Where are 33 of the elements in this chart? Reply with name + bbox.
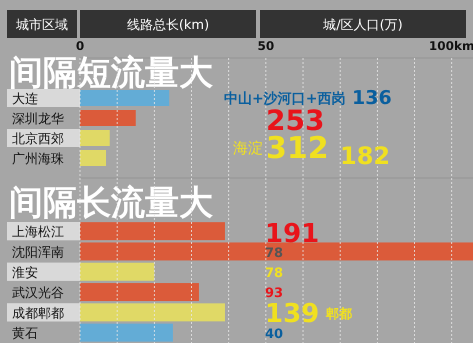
y-tick-label: 黄石 <box>12 326 38 342</box>
x-tick-label: 0 <box>76 39 84 53</box>
chart-title: 间隔短流量大 <box>9 53 213 93</box>
chart-title: 间隔长流量大 <box>9 183 213 223</box>
bar <box>80 150 106 166</box>
annotation: 93 <box>265 286 284 301</box>
y-tick-label: 上海松江 <box>12 225 64 240</box>
y-tick-label: 成都郫都 <box>12 306 64 322</box>
bar <box>80 110 136 126</box>
annotation: 78 <box>265 246 284 261</box>
y-tick-label: 广州海珠 <box>12 152 64 167</box>
y-axis-title: 城市区域 <box>15 18 68 33</box>
bar <box>80 283 199 302</box>
annotation: 海淀 <box>233 139 263 157</box>
y-tick-label: 大连 <box>12 92 38 107</box>
annotation: 郫都 <box>325 307 352 322</box>
y-tick-label: 北京西郊 <box>12 132 64 147</box>
annotation: 182 <box>340 142 390 170</box>
annotation: 139 <box>265 299 320 329</box>
y-tick-label: 沈阳浑南 <box>12 245 64 260</box>
annotation: 191 <box>265 219 320 249</box>
annotation: 40 <box>265 327 284 342</box>
text: 城/区人口(万) <box>322 18 403 33</box>
x-tick-label: 50 <box>257 39 274 53</box>
bar <box>80 324 173 342</box>
x-axis-title: 线路总长(km) <box>126 18 210 33</box>
annotation: 136 <box>352 87 392 109</box>
annotation: 中山+沙河口+西岗 <box>224 91 346 107</box>
y-tick-label: 深圳龙华 <box>12 112 64 127</box>
y-tick-label: 淮安 <box>12 264 38 281</box>
annotation: 78 <box>265 266 284 281</box>
bar <box>80 242 473 260</box>
y-tick-label: 武汉光谷 <box>12 286 64 302</box>
